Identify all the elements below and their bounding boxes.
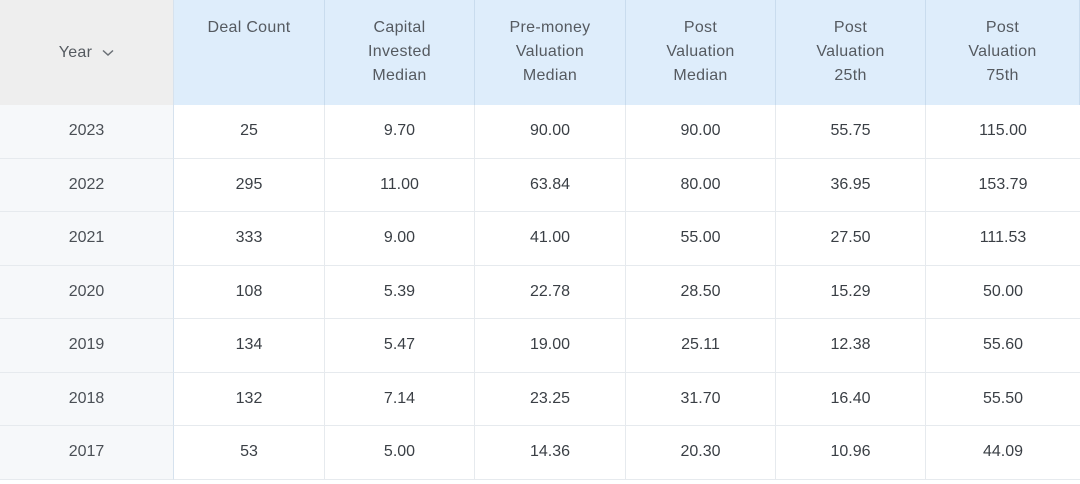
table-cell: 15.29 (776, 265, 926, 319)
header-line: Median (372, 67, 427, 84)
table-cell: 10.96 (776, 426, 926, 480)
header-line: Valuation (515, 43, 585, 60)
header-line: Deal Count (207, 19, 291, 36)
table-cell: 12.38 (776, 319, 926, 373)
table-cell: 16.40 (776, 372, 926, 426)
header-deal-count: Deal Count (174, 0, 325, 105)
table-cell: 20.30 (626, 426, 776, 480)
header-pre-money-valuation-median: Pre-money Valuation Median (475, 0, 626, 105)
header-post-valuation-75th: Post Valuation 75th (926, 0, 1080, 105)
year-header-label: Year (58, 43, 93, 61)
table-cell: 55.75 (776, 105, 926, 159)
header-line: 75th (986, 67, 1019, 84)
header-line: Median (522, 67, 578, 84)
table-cell: 333 (174, 212, 325, 266)
table-cell: 41.00 (475, 212, 626, 266)
table-cell: 28.50 (626, 265, 776, 319)
table-cell: 153.79 (926, 158, 1080, 212)
table-cell: 11.00 (325, 158, 475, 212)
table-cell: 7.14 (325, 372, 475, 426)
table-cell: 27.50 (776, 212, 926, 266)
header-line: Post (985, 19, 1020, 36)
row-year: 2017 (0, 426, 174, 480)
table-cell: 14.36 (475, 426, 626, 480)
table-cell: 90.00 (475, 105, 626, 159)
table-cell: 5.00 (325, 426, 475, 480)
table-cell: 22.78 (475, 265, 626, 319)
table-cell: 111.53 (926, 212, 1080, 266)
year-column-header[interactable]: Year (0, 0, 174, 105)
table-cell: 108 (174, 265, 325, 319)
table-cell: 134 (174, 319, 325, 373)
table-cell: 5.47 (325, 319, 475, 373)
row-year: 2020 (0, 265, 174, 319)
row-year: 2018 (0, 372, 174, 426)
header-line: Valuation (816, 43, 885, 60)
header-capital-invested-median: Capital Invested Median (325, 0, 475, 105)
table-cell: 50.00 (926, 265, 1080, 319)
table-cell: 53 (174, 426, 325, 480)
header-line: Post (683, 19, 718, 36)
header-post-valuation-25th: Post Valuation 25th (776, 0, 926, 105)
row-year: 2023 (0, 105, 174, 159)
header-line: Capital (373, 19, 426, 36)
table-cell: 80.00 (626, 158, 776, 212)
table-cell: 90.00 (626, 105, 776, 159)
row-year: 2021 (0, 212, 174, 266)
table-cell: 132 (174, 372, 325, 426)
table-cell: 36.95 (776, 158, 926, 212)
header-line: Pre-money (509, 19, 591, 36)
table-cell: 44.09 (926, 426, 1080, 480)
header-line: Median (673, 67, 728, 84)
table-cell: 9.00 (325, 212, 475, 266)
table-cell: 25.11 (626, 319, 776, 373)
header-line: 25th (834, 67, 867, 84)
table-cell: 25 (174, 105, 325, 159)
table-cell: 55.50 (926, 372, 1080, 426)
row-year: 2019 (0, 319, 174, 373)
table-cell: 115.00 (926, 105, 1080, 159)
table-cell: 5.39 (325, 265, 475, 319)
table-cell: 55.60 (926, 319, 1080, 373)
table-cell: 19.00 (475, 319, 626, 373)
header-line: Post (833, 19, 868, 36)
chevron-down-icon[interactable] (102, 49, 114, 57)
header-line: Valuation (666, 43, 735, 60)
table-cell: 295 (174, 158, 325, 212)
table-cell: 63.84 (475, 158, 626, 212)
table-cell: 9.70 (325, 105, 475, 159)
header-post-valuation-median: Post Valuation Median (626, 0, 776, 105)
header-line: Invested (368, 43, 431, 60)
header-line: Valuation (968, 43, 1037, 60)
row-year: 2022 (0, 158, 174, 212)
table-cell: 23.25 (475, 372, 626, 426)
table-cell: 31.70 (626, 372, 776, 426)
table-cell: 55.00 (626, 212, 776, 266)
